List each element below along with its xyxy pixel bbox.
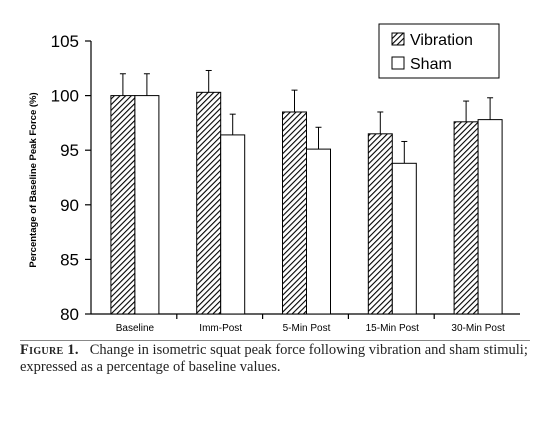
y-tick-label: 85	[60, 250, 79, 269]
x-tick-label: 5-Min Post	[283, 323, 331, 334]
bar-chart: Percentage of Baseline Peak Force (%) 80…	[28, 23, 520, 334]
bar-vibration	[196, 91, 222, 315]
bar-sham	[134, 95, 160, 315]
y-tick-label: 95	[60, 141, 79, 160]
legend: Vibration Sham	[378, 23, 500, 79]
bar-vibration	[367, 133, 393, 315]
bar-sham	[477, 119, 503, 315]
bar-vibration	[110, 95, 136, 315]
bar-sham	[391, 162, 417, 315]
figure-caption-label: Figure 1.	[20, 342, 79, 358]
x-tick-label: 15-Min Post	[366, 323, 420, 334]
legend-label-vibration: Vibration	[410, 32, 473, 49]
y-tick-label: 100	[51, 87, 79, 106]
x-tick-label: Imm-Post	[199, 323, 242, 334]
figure-caption: Figure 1. Change in isometric squat peak…	[20, 342, 530, 376]
y-tick-label: 90	[60, 196, 79, 215]
legend-swatch-sham	[391, 56, 405, 70]
figure-caption-text: Change in isometric squat peak force fol…	[20, 342, 528, 375]
y-axis-label: Percentage of Baseline Peak Force (%)	[28, 92, 39, 267]
bar-sham	[220, 134, 246, 315]
y-tick-label: 105	[51, 32, 79, 51]
bar-vibration	[453, 121, 479, 315]
legend-swatch-vibration	[391, 32, 405, 46]
bar-sham	[306, 148, 331, 315]
caption-divider	[20, 340, 530, 341]
y-tick-label: 80	[60, 305, 79, 324]
x-tick-label: Baseline	[116, 323, 155, 334]
x-tick-label: 30-Min Post	[451, 323, 505, 334]
legend-label-sham: Sham	[410, 56, 452, 73]
bar-vibration	[282, 111, 307, 315]
